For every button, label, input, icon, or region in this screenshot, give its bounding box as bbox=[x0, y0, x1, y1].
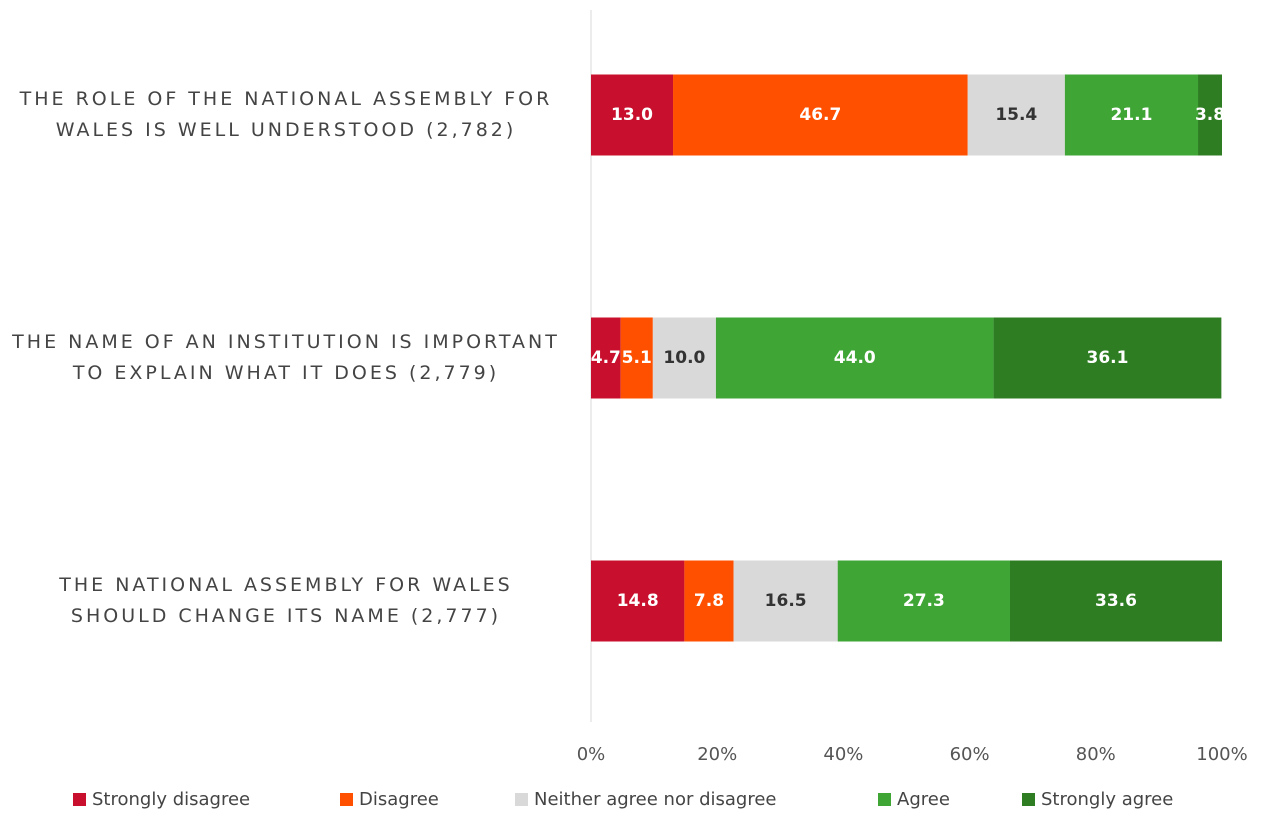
value-label: 4.7 bbox=[591, 348, 621, 368]
value-label: 27.3 bbox=[903, 591, 945, 611]
bar-segment bbox=[715, 317, 994, 399]
bar-segment bbox=[1198, 74, 1222, 156]
value-label: 7.8 bbox=[694, 591, 724, 611]
value-label: 46.7 bbox=[799, 105, 841, 125]
bar-segment bbox=[1009, 560, 1222, 642]
bar-segment bbox=[684, 560, 734, 642]
legend-label: Strongly agree bbox=[1041, 789, 1173, 810]
value-label: 16.5 bbox=[765, 591, 807, 611]
value-label: 5.1 bbox=[622, 348, 652, 368]
value-label: 10.0 bbox=[663, 348, 705, 368]
x-tick-label: 20% bbox=[697, 744, 737, 765]
bar-segment bbox=[591, 560, 685, 642]
bar-segment bbox=[993, 317, 1222, 399]
value-label: 15.4 bbox=[995, 105, 1037, 125]
value-label: 44.0 bbox=[834, 348, 876, 368]
x-tick-label: 100% bbox=[1196, 744, 1247, 765]
bar-segment bbox=[967, 74, 1065, 156]
bar-segment bbox=[673, 74, 968, 156]
category-label: THE NAME OF AN INSTITUTION IS IMPORTANT … bbox=[12, 331, 560, 384]
bar-segment bbox=[620, 317, 653, 399]
x-tick-label: 0% bbox=[577, 744, 606, 765]
category-label: THE ROLE OF THE NATIONAL ASSEMBLY FOR WA… bbox=[19, 88, 553, 141]
value-label: 21.1 bbox=[1110, 105, 1152, 125]
value-label: 14.8 bbox=[617, 591, 659, 611]
legend-label: Neither agree nor disagree bbox=[534, 789, 777, 810]
bar-segment bbox=[652, 317, 716, 399]
value-label: 13.0 bbox=[611, 105, 653, 125]
value-label: 36.1 bbox=[1086, 348, 1128, 368]
value-label: 33.6 bbox=[1095, 591, 1137, 611]
legend-label: Disagree bbox=[359, 789, 439, 810]
legend-label: Agree bbox=[897, 789, 950, 810]
x-tick-label: 60% bbox=[950, 744, 990, 765]
bar-segment bbox=[591, 317, 621, 399]
category-label: THE NATIONAL ASSEMBLY FOR WALES SHOULD C… bbox=[59, 574, 513, 627]
bar-segment bbox=[591, 74, 674, 156]
x-tick-label: 40% bbox=[823, 744, 863, 765]
legend-label: Strongly disagree bbox=[92, 789, 250, 810]
legend-swatch bbox=[515, 793, 528, 806]
legend-swatch bbox=[340, 793, 353, 806]
legend-swatch bbox=[73, 793, 86, 806]
value-label: 3.8 bbox=[1195, 105, 1225, 125]
x-tick-label: 80% bbox=[1076, 744, 1116, 765]
bar-segment bbox=[733, 560, 838, 642]
bar-segment bbox=[837, 560, 1010, 642]
legend-swatch bbox=[1022, 793, 1035, 806]
bar-segment bbox=[1064, 74, 1199, 156]
legend-swatch bbox=[878, 793, 891, 806]
